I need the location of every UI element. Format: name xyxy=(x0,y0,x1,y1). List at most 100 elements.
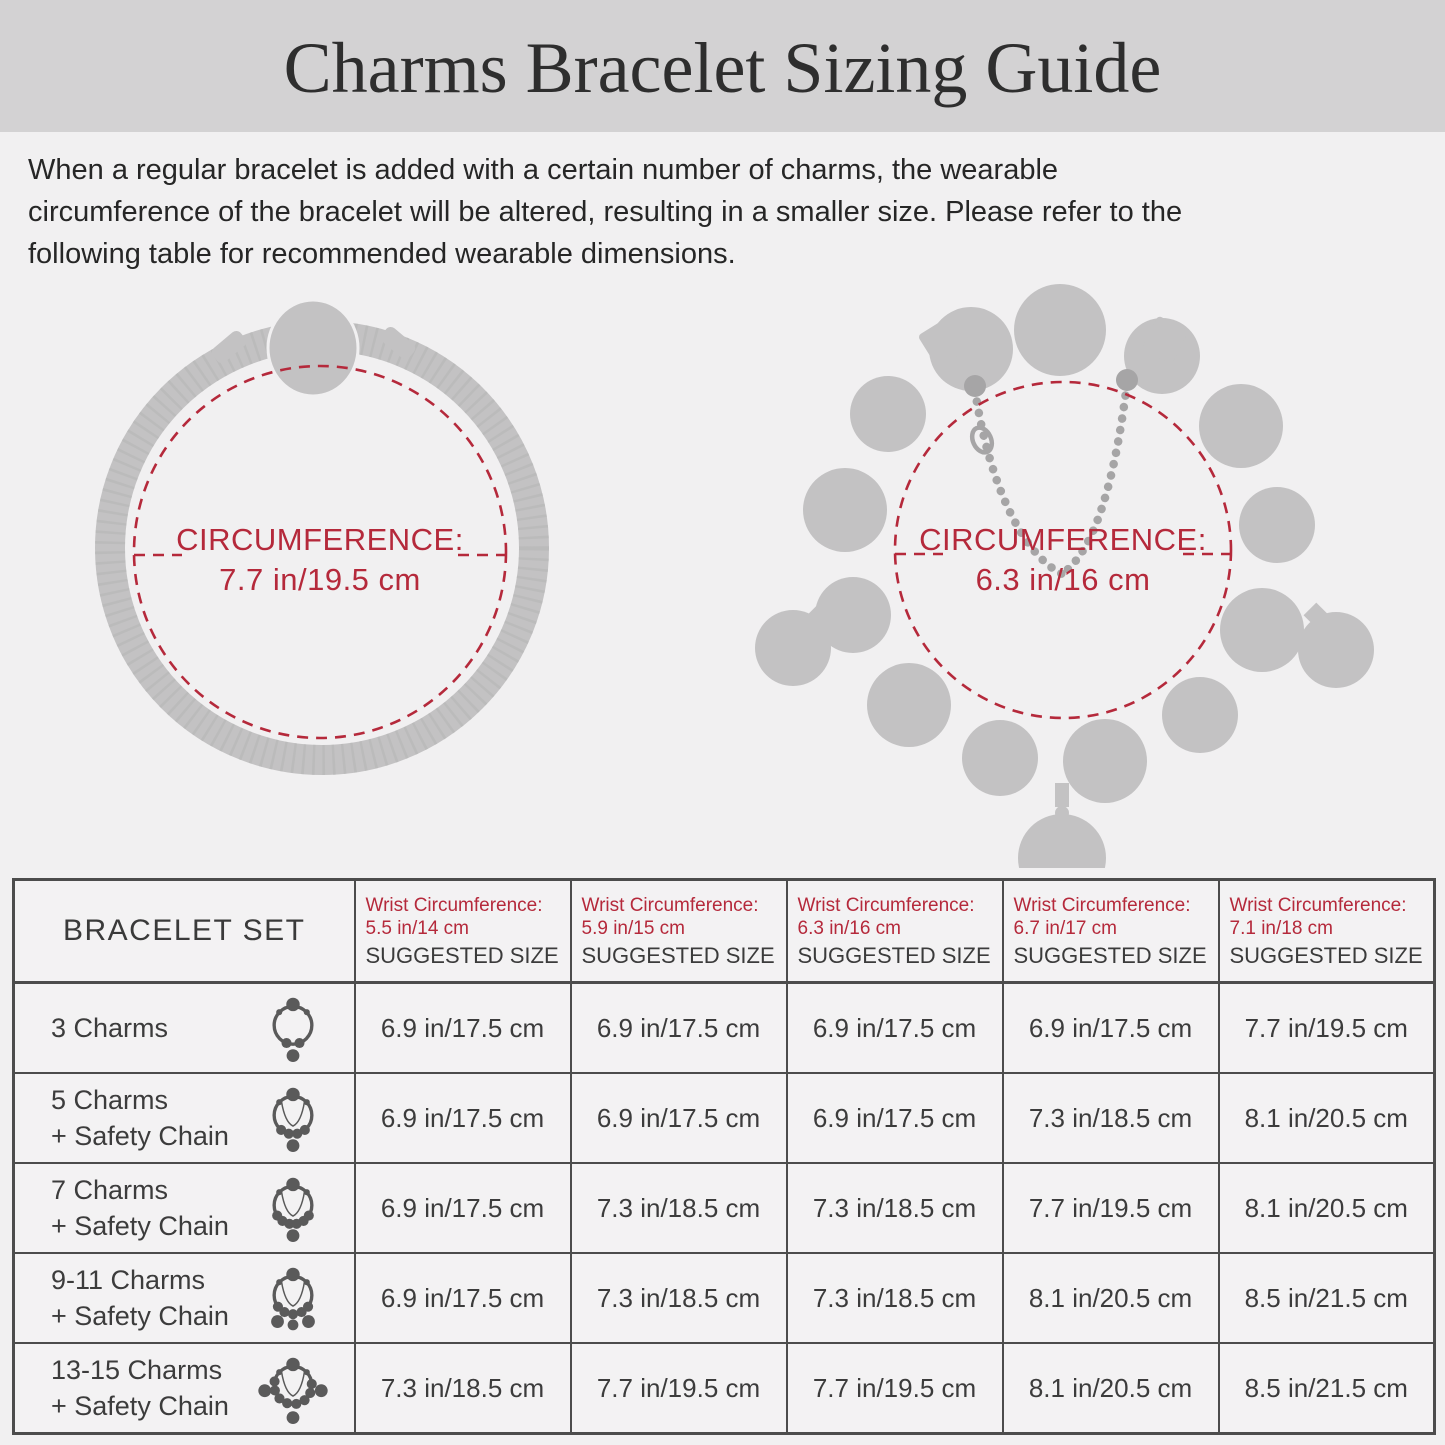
set-label-line: + Safety Chain xyxy=(51,1211,229,1241)
safety-chain xyxy=(964,369,1138,579)
charm-bracelet-figure: CIRCUMFERENCE: 6.3 in/16 cm xyxy=(755,284,1374,868)
size-cell: 6.9 in/17.5 cm xyxy=(569,1072,788,1164)
suggested-size-label: SUGGESTED SIZE xyxy=(581,942,775,968)
set-label-line: 5 Charms xyxy=(51,1085,169,1115)
table-header-row: BRACELET SET Wrist Circumference: 5.5 in… xyxy=(12,878,1436,984)
set-label: 13-15 Charms + Safety Chain xyxy=(51,1352,229,1424)
wrist-column-header-3: Wrist Circumference: 6.3 in/16 cm SUGGES… xyxy=(785,878,1004,984)
size-cell: 6.9 in/17.5 cm xyxy=(785,981,1004,1074)
wrist-circumference-label: Wrist Circumference: xyxy=(581,894,759,916)
table-row: 3 Charms 6.9 in/17.5 cm 6.9 in/17.5 cm 6… xyxy=(12,981,1436,1074)
suggested-size-label: SUGGESTED SIZE xyxy=(1013,942,1207,968)
set-label-line: 3 Charms xyxy=(51,1013,169,1043)
wrist-column-header-1: Wrist Circumference: 5.5 in/14 cm SUGGES… xyxy=(353,878,572,984)
set-label: 3 Charms xyxy=(51,1010,168,1046)
wrist-circumference-label: Wrist Circumference: xyxy=(797,894,975,916)
wrist-column-header-4: Wrist Circumference: 6.7 in/17 cm SUGGES… xyxy=(1001,878,1220,984)
set-label-line: + Safety Chain xyxy=(51,1121,229,1151)
intro-line: following table for recommended wearable… xyxy=(28,238,736,270)
wrist-circumference-value: 6.3 in/16 cm xyxy=(797,917,902,939)
size-cell: 7.7 in/19.5 cm xyxy=(569,1342,788,1435)
circumference-value: 6.3 in/16 cm xyxy=(976,562,1151,597)
wrist-circumference-label: Wrist Circumference: xyxy=(1013,894,1191,916)
set-label-line: 7 Charms xyxy=(51,1175,169,1205)
circumference-value: 7.7 in/19.5 cm xyxy=(219,562,421,597)
bracelet-set-icon xyxy=(270,1267,315,1331)
size-cell: 7.7 in/19.5 cm xyxy=(1001,1162,1220,1254)
page-title: Charms Bracelet Sizing Guide xyxy=(283,28,1162,108)
charm-beads xyxy=(803,284,1315,803)
size-cell: 7.3 in/18.5 cm xyxy=(569,1252,788,1344)
set-label-line: + Safety Chain xyxy=(51,1391,229,1421)
intro-line: circumference of the bracelet will be al… xyxy=(28,196,1183,228)
size-cell: 8.1 in/20.5 cm xyxy=(1001,1252,1220,1344)
wrist-circumference-value: 6.7 in/17 cm xyxy=(1013,917,1118,939)
size-cell: 7.7 in/19.5 cm xyxy=(1217,981,1436,1074)
bracelet-set-header: BRACELET SET xyxy=(12,878,356,984)
bracelet-set-icon xyxy=(271,1087,314,1152)
set-label-line: 13-15 Charms xyxy=(51,1355,223,1385)
size-cell: 8.1 in/20.5 cm xyxy=(1001,1342,1220,1435)
bracelet-set-cell: 5 Charms + Safety Chain xyxy=(12,1072,356,1164)
wrist-circumference-value: 5.9 in/15 cm xyxy=(581,917,686,939)
bracelet-band-texture xyxy=(95,321,549,775)
bracelet-set-cell: 7 Charms + Safety Chain xyxy=(12,1162,356,1254)
bracelet-set-icon xyxy=(271,1177,314,1242)
size-cell: 7.7 in/19.5 cm xyxy=(785,1342,1004,1435)
table-row: 13-15 Charms + Safety Chain 7.3 in/18.5 … xyxy=(12,1342,1436,1435)
title-band: Charms Bracelet Sizing Guide xyxy=(0,0,1445,132)
size-cell: 7.3 in/18.5 cm xyxy=(1001,1072,1220,1164)
bracelet-set-cell: 13-15 Charms + Safety Chain xyxy=(12,1342,356,1435)
bracelet-stopper-left-icon xyxy=(211,330,247,364)
size-cell: 6.9 in/17.5 cm xyxy=(353,1252,572,1344)
circumference-label: CIRCUMFERENCE: xyxy=(919,522,1207,557)
size-cell: 6.9 in/17.5 cm xyxy=(785,1072,1004,1164)
size-cell: 6.9 in/17.5 cm xyxy=(353,1162,572,1254)
circumference-label: CIRCUMFERENCE: xyxy=(176,522,464,557)
table-row: 7 Charms + Safety Chain 6.9 in/17.5 cm 7… xyxy=(12,1162,1436,1254)
size-cell: 6.9 in/17.5 cm xyxy=(1001,981,1220,1074)
size-cell: 8.5 in/21.5 cm xyxy=(1217,1342,1436,1435)
size-cell: 8.5 in/21.5 cm xyxy=(1217,1252,1436,1344)
bracelet-set-icon xyxy=(271,997,314,1062)
size-cell: 7.3 in/18.5 cm xyxy=(785,1162,1004,1254)
wrist-column-header-5: Wrist Circumference: 7.1 in/18 cm SUGGES… xyxy=(1217,878,1436,984)
set-label-line: 9-11 Charms xyxy=(51,1265,206,1295)
bracelet-set-cell: 9-11 Charms + Safety Chain xyxy=(12,1252,356,1344)
table-row: 5 Charms + Safety Chain 6.9 in/17.5 cm 6… xyxy=(12,1072,1436,1164)
bracelet-figures: CIRCUMFERENCE: 7.7 in/19.5 cm xyxy=(95,284,1374,868)
suggested-size-label: SUGGESTED SIZE xyxy=(365,942,559,968)
wrist-circumference-value: 5.5 in/14 cm xyxy=(365,917,470,939)
size-cell: 7.3 in/18.5 cm xyxy=(569,1162,788,1254)
wrist-circumference-label: Wrist Circumference: xyxy=(365,894,543,916)
circumference-dashed-circle xyxy=(893,380,1233,720)
size-cell: 7.3 in/18.5 cm xyxy=(785,1252,1004,1344)
size-cell: 8.1 in/20.5 cm xyxy=(1217,1162,1436,1254)
set-label: 9-11 Charms + Safety Chain xyxy=(51,1262,229,1334)
size-cell: 6.9 in/17.5 cm xyxy=(353,1072,572,1164)
bracelet-set-header-label: BRACELET SET xyxy=(62,914,306,947)
wrist-circumference-label: Wrist Circumference: xyxy=(1229,894,1407,916)
bracelet-clasp-icon xyxy=(266,298,360,398)
size-cell: 6.9 in/17.5 cm xyxy=(353,981,572,1074)
bracelet-set-icon xyxy=(257,1357,328,1425)
size-cell: 7.3 in/18.5 cm xyxy=(353,1342,572,1435)
bracelet-set-cell: 3 Charms xyxy=(12,981,356,1074)
sizing-table: BRACELET SET Wrist Circumference: 5.5 in… xyxy=(12,878,1436,1435)
suggested-size-label: SUGGESTED SIZE xyxy=(797,942,991,968)
bracelet-stopper-right-icon xyxy=(380,326,416,360)
hanging-charms xyxy=(755,610,1374,868)
wrist-circumference-value: 7.1 in/18 cm xyxy=(1229,917,1334,939)
intro-paragraph: When a regular bracelet is added with a … xyxy=(28,149,1182,275)
size-cell: 6.9 in/17.5 cm xyxy=(569,981,788,1074)
size-cell: 8.1 in/20.5 cm xyxy=(1217,1072,1436,1164)
wrist-column-header-2: Wrist Circumference: 5.9 in/15 cm SUGGES… xyxy=(569,878,788,984)
circumference-dashed-circle xyxy=(132,364,508,740)
table-row: 9-11 Charms + Safety Chain 6.9 in/17.5 c… xyxy=(12,1252,1436,1344)
plain-bracelet-figure: CIRCUMFERENCE: 7.7 in/19.5 cm xyxy=(95,298,549,775)
set-label-line: + Safety Chain xyxy=(51,1301,229,1331)
set-label: 7 Charms + Safety Chain xyxy=(51,1172,229,1244)
intro-line: When a regular bracelet is added with a … xyxy=(28,154,1059,186)
set-label: 5 Charms + Safety Chain xyxy=(51,1082,229,1154)
